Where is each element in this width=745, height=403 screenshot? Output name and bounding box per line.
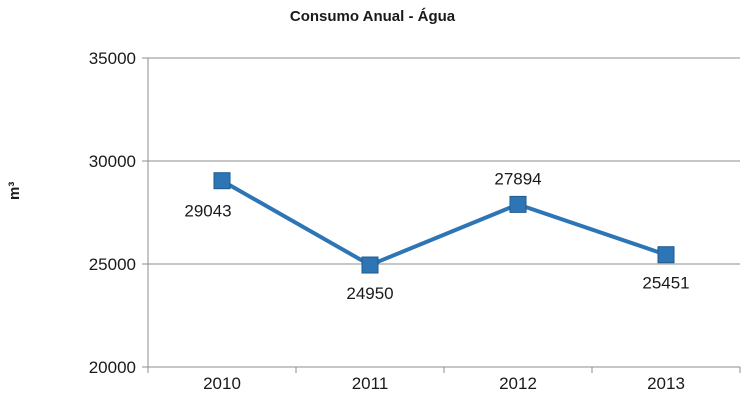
data-point-marker bbox=[361, 256, 379, 274]
data-point-marker bbox=[657, 246, 675, 264]
y-tick-label: 30000 bbox=[89, 152, 136, 171]
x-tick-label: 2013 bbox=[647, 374, 685, 393]
data-label: 24950 bbox=[346, 284, 393, 303]
data-label: 25451 bbox=[642, 274, 689, 293]
data-label: 27894 bbox=[494, 169, 541, 188]
chart-title: Consumo Anual - Água bbox=[289, 8, 456, 25]
y-tick-label: 35000 bbox=[89, 49, 136, 68]
data-label: 29043 bbox=[184, 202, 231, 221]
x-tick-label: 2012 bbox=[499, 374, 537, 393]
y-tick-label: 25000 bbox=[89, 255, 136, 274]
data-point-marker bbox=[213, 172, 231, 190]
y-tick-label: 20000 bbox=[89, 358, 136, 377]
x-tick-label: 2011 bbox=[352, 374, 389, 393]
series-line bbox=[221, 178, 667, 268]
data-point-marker bbox=[509, 195, 527, 213]
x-tick-label: 2010 bbox=[203, 374, 241, 393]
